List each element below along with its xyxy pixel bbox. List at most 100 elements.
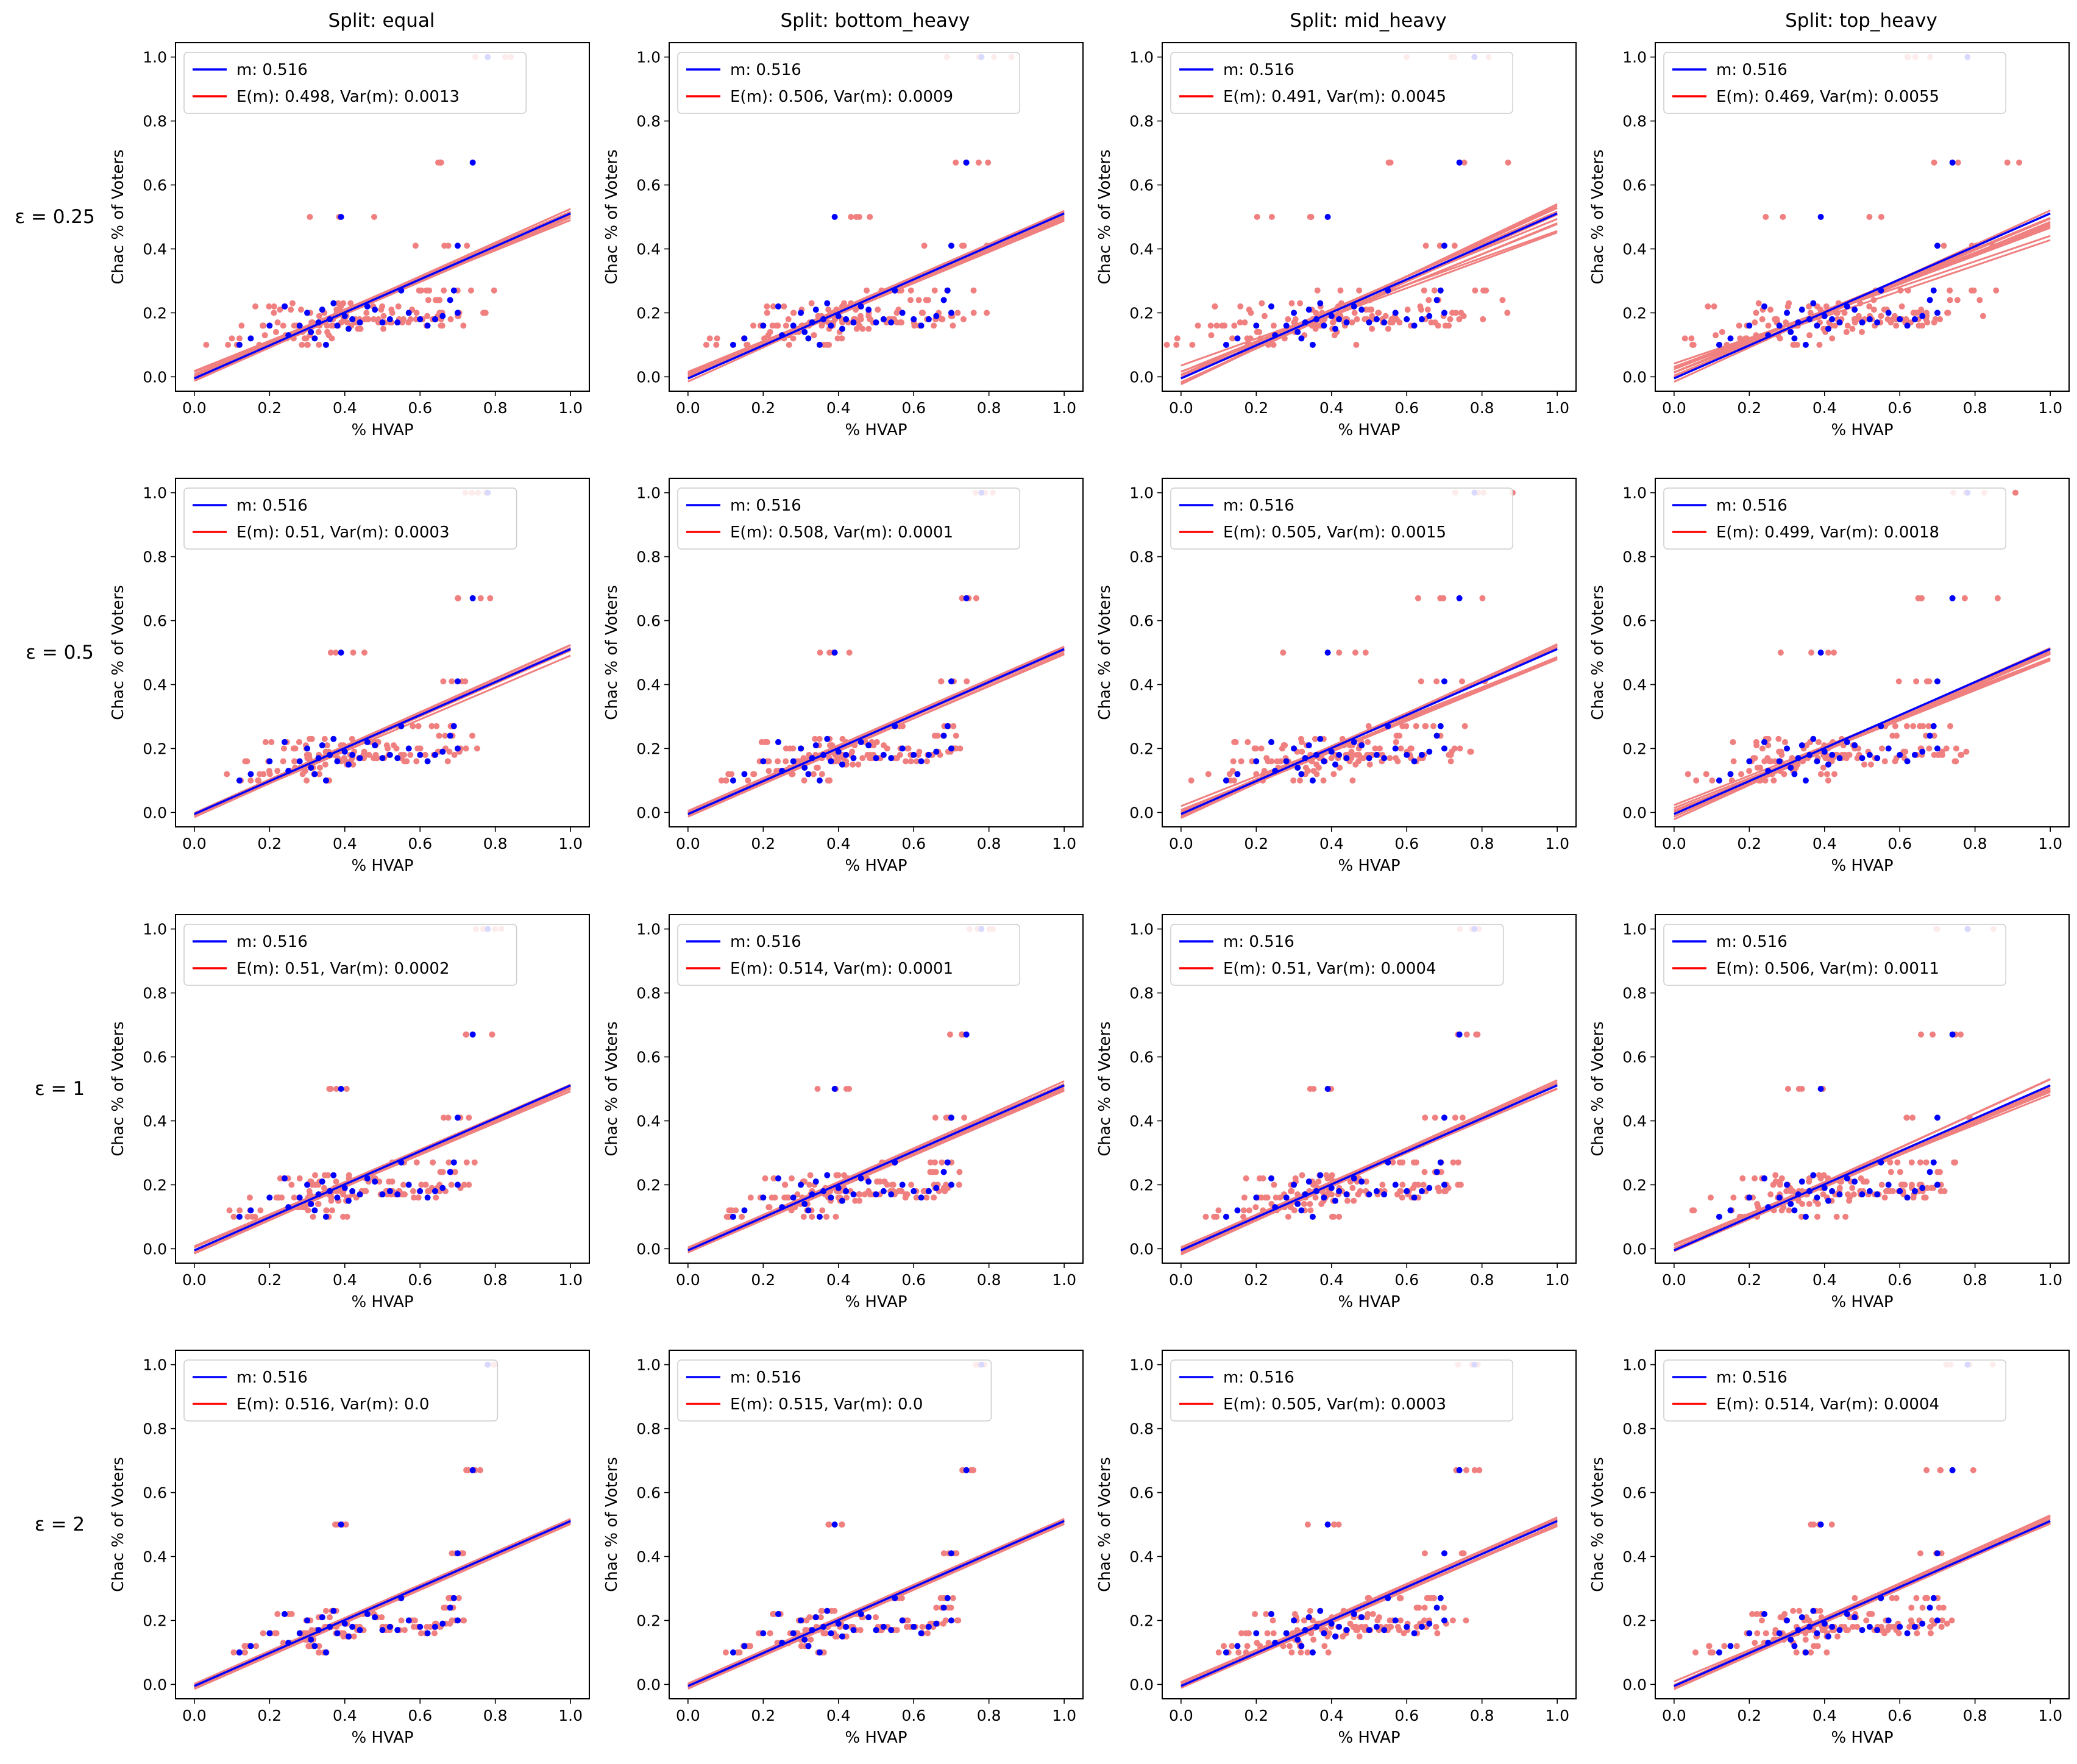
noisy-point bbox=[333, 1086, 339, 1092]
noisy-point bbox=[1924, 1185, 1931, 1191]
noisy-point bbox=[984, 310, 990, 316]
true-point bbox=[1852, 742, 1858, 749]
noisy-point bbox=[1948, 1617, 1955, 1624]
subplot-grid: 0.00.00.20.20.40.40.60.60.80.81.01.0% HV… bbox=[109, 42, 2070, 1747]
true-point bbox=[911, 1188, 917, 1194]
row-labels: ε = 0.25 ε = 0.5 ε = 1 ε = 2 bbox=[15, 206, 94, 1536]
true-regression-line bbox=[1674, 648, 2051, 815]
noisy-point bbox=[401, 758, 408, 765]
noisy-point bbox=[1336, 1213, 1343, 1220]
true-point bbox=[1385, 723, 1391, 729]
noisy-point bbox=[1382, 313, 1389, 319]
legend-entry: E(m): 0.51, Var(m): 0.0002 bbox=[236, 960, 450, 978]
true-point bbox=[424, 322, 431, 329]
true-point bbox=[304, 1617, 311, 1624]
noisy-point bbox=[280, 745, 287, 752]
axes-frame bbox=[1655, 42, 2070, 392]
true-point bbox=[1392, 1181, 1399, 1188]
true-point bbox=[450, 723, 457, 729]
true-point bbox=[1321, 322, 1327, 329]
true-point bbox=[282, 739, 288, 745]
x-tick-label: 0.8 bbox=[977, 399, 1001, 417]
y-tick-label: 0.6 bbox=[1622, 177, 1647, 194]
noisy-point bbox=[1450, 1159, 1457, 1166]
noisy-point bbox=[1979, 313, 1986, 319]
true-point bbox=[835, 1620, 842, 1627]
noisy-point bbox=[1229, 335, 1236, 342]
true-point bbox=[341, 313, 348, 319]
noisy-point bbox=[1403, 723, 1410, 729]
true-point bbox=[315, 319, 322, 326]
noisy-point bbox=[440, 678, 447, 685]
noisy-point bbox=[442, 732, 449, 739]
noisy-point bbox=[1252, 1610, 1259, 1617]
true-point bbox=[1294, 764, 1301, 771]
legend-entry: m: 0.516 bbox=[730, 1369, 801, 1387]
true-point bbox=[1814, 322, 1820, 329]
true-point bbox=[1343, 1191, 1350, 1198]
noisy-point bbox=[1850, 1623, 1856, 1630]
noisy-point bbox=[934, 732, 941, 739]
y-tick-label: 0.0 bbox=[1622, 1240, 1647, 1258]
noisy-point bbox=[843, 1086, 850, 1092]
true-point bbox=[1456, 595, 1463, 601]
y-axis-label: Chac % of Voters bbox=[1589, 585, 1607, 720]
y-tick-label: 0.6 bbox=[636, 612, 661, 630]
noisy-point bbox=[1887, 1623, 1894, 1630]
true-point bbox=[296, 1630, 303, 1637]
x-tick-label: 0.0 bbox=[1662, 1707, 1686, 1724]
true-point bbox=[431, 1623, 438, 1630]
axes-frame bbox=[175, 478, 590, 827]
noisy-point bbox=[933, 1604, 940, 1611]
y-tick-label: 0.6 bbox=[143, 1049, 167, 1066]
noisy-point bbox=[1767, 1191, 1774, 1198]
true-point bbox=[843, 1623, 850, 1630]
noisy-point bbox=[904, 1617, 911, 1624]
noisy-point bbox=[750, 771, 757, 778]
noisy-point bbox=[1243, 1175, 1249, 1181]
noisy-point bbox=[266, 768, 272, 774]
true-point bbox=[857, 1175, 864, 1181]
legend-box bbox=[677, 924, 1020, 986]
x-tick-label: 0.0 bbox=[1169, 1271, 1193, 1289]
row-label: ε = 0.5 bbox=[26, 642, 94, 664]
noisy-point bbox=[1892, 316, 1899, 322]
true-point bbox=[1358, 742, 1365, 749]
x-axis-label: % HVAP bbox=[1831, 421, 1893, 439]
noisy-point bbox=[884, 1181, 890, 1188]
y-axis-label: Chac % of Voters bbox=[1096, 1021, 1114, 1157]
true-point bbox=[1298, 1207, 1305, 1214]
y-tick-label: 0.6 bbox=[636, 177, 661, 194]
true-point bbox=[1253, 322, 1260, 329]
true-point bbox=[857, 739, 864, 745]
true-point bbox=[1829, 1623, 1836, 1630]
true-point bbox=[779, 1204, 786, 1211]
noisy-point bbox=[1867, 761, 1874, 768]
noisy-point bbox=[765, 1204, 772, 1211]
y-tick-label: 0.4 bbox=[636, 240, 661, 258]
x-tick-label: 0.0 bbox=[1169, 835, 1193, 852]
noisy-point bbox=[418, 287, 425, 294]
legend-box bbox=[183, 924, 517, 986]
true-point bbox=[439, 1620, 446, 1627]
true-point bbox=[322, 1213, 329, 1220]
true-point bbox=[398, 1159, 405, 1166]
noisy-point bbox=[1456, 316, 1463, 322]
true-point bbox=[308, 328, 314, 335]
noisy-point bbox=[1451, 745, 1458, 752]
noisy-point bbox=[305, 1207, 311, 1214]
true-point bbox=[394, 1191, 401, 1198]
noisy-point bbox=[424, 313, 431, 319]
true-point bbox=[1298, 335, 1305, 342]
noisy-point bbox=[1931, 732, 1937, 739]
true-point bbox=[1309, 777, 1316, 784]
legend-box bbox=[1170, 924, 1504, 986]
noisy-point bbox=[344, 319, 350, 326]
true-point bbox=[839, 1633, 845, 1640]
true-point bbox=[730, 341, 736, 348]
noisy-point bbox=[1689, 1207, 1695, 1214]
noisy-point bbox=[1312, 325, 1319, 332]
true-point bbox=[892, 1159, 898, 1166]
noisy-point bbox=[927, 1159, 934, 1166]
true-point bbox=[330, 1607, 337, 1614]
